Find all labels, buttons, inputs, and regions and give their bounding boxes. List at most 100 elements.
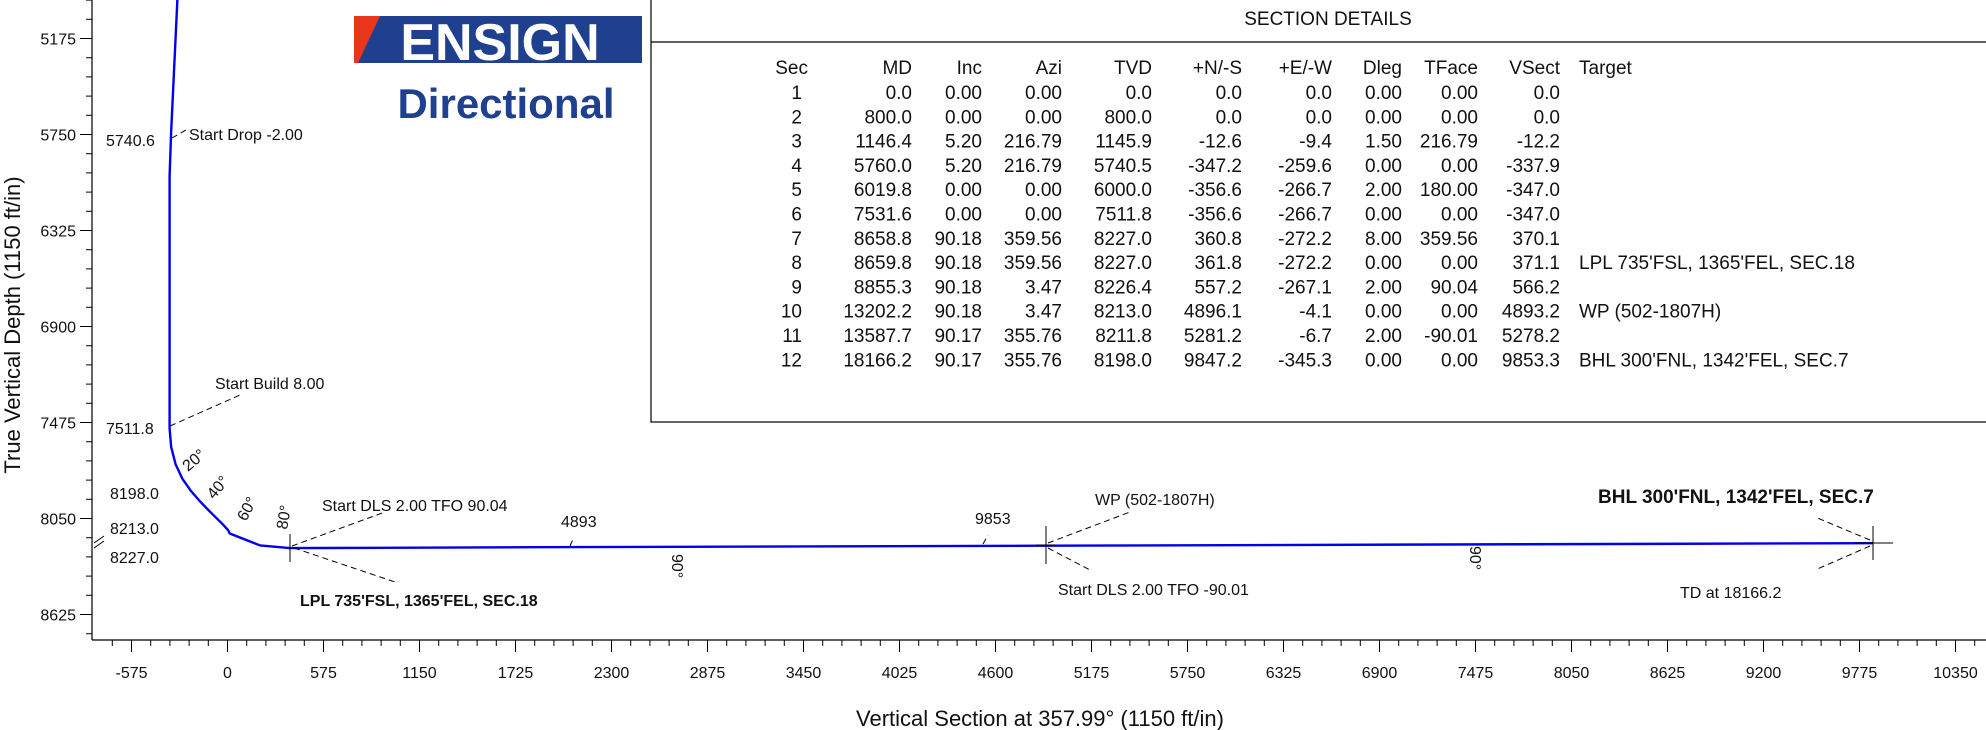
axes: -575 0 575 1150 1725 2300 2875 3450 4025 4600 5175… — [40, 0, 1986, 682]
section-details-table: SECTION DETAILS Sec MD Inc Azi TVD +N/-S +E/-W… — [650, 0, 1986, 423]
table-cell: -4.1 — [1299, 302, 1332, 323]
inclination-label: 60° — [235, 495, 261, 524]
annotation-start-build: Start Build 8.00 — [215, 376, 325, 393]
table-cell: 1145.9 — [1095, 132, 1152, 153]
table-cell: 0.0 — [1306, 107, 1332, 128]
depth-label: 8213.0 — [110, 521, 159, 538]
y-ticks: 5175 5750 6325 6900 7475 8050 8625 — [40, 0, 92, 635]
table-cell: 8855.3 — [854, 277, 912, 298]
table-cell: -272.2 — [1278, 229, 1332, 250]
y-tick-label: 5750 — [40, 128, 76, 145]
table-cell: 800.0 — [864, 107, 912, 128]
table-cell: 0.0 — [1216, 107, 1242, 128]
table-cell: -347.2 — [1188, 156, 1242, 177]
x-tick-label: 8625 — [1650, 665, 1686, 682]
annotation-bhl: BHL 300'FNL, 1342'FEL, SEC.7 — [1598, 487, 1874, 508]
table-cell: 9 — [791, 277, 802, 298]
table-cell: 2 — [791, 107, 802, 128]
table-row: 5 6019.8 0.00 0.00 6000.0 -356.6 -266.7 2.00 180… — [791, 180, 1560, 201]
table-cell: -356.6 — [1188, 205, 1242, 226]
table-cell: 8227.0 — [1094, 229, 1152, 250]
leader-start-dls-2 — [1047, 547, 1091, 571]
inclination-label: 20° — [180, 446, 209, 475]
depth-label: 8198.0 — [110, 486, 159, 503]
leader-wp — [1047, 511, 1131, 544]
table-cell: 6000.0 — [1094, 180, 1152, 201]
table-cell: 360.8 — [1194, 229, 1242, 250]
table-cell: 2.00 — [1365, 180, 1402, 201]
table-cell: 0.00 — [945, 205, 982, 226]
annotation-start-drop: Start Drop -2.00 — [189, 127, 303, 144]
x-tick-label: 5750 — [1170, 665, 1206, 682]
table-cell: -347.0 — [1506, 180, 1560, 201]
table-cell: 8 — [791, 253, 802, 274]
inclination-label: 90° — [1466, 546, 1483, 570]
table-cell: 2.00 — [1365, 326, 1402, 347]
ensign-logo: ENSIGN Directional — [354, 14, 642, 127]
table-cell: BHL 300'FNL, 1342'FEL, SEC.7 — [1579, 350, 1849, 371]
leader-start-build — [169, 394, 241, 427]
table-cell: 12 — [781, 350, 802, 371]
table-cell: 0.00 — [1441, 302, 1478, 323]
table-cell: 0.0 — [1534, 83, 1560, 104]
table-cell: -345.3 — [1278, 350, 1332, 371]
annotation-start-dls-1: Start DLS 2.00 TFO 90.04 — [322, 498, 508, 515]
x-tick-label: 6325 — [1266, 665, 1302, 682]
inclination-label: 90° — [668, 554, 685, 578]
vs-label: 9853 — [975, 511, 1011, 528]
table-cell: 7 — [791, 229, 802, 250]
table-cell: 0.00 — [1365, 107, 1402, 128]
table-cell: 0.00 — [945, 180, 982, 201]
y-tick-label: 6900 — [40, 320, 76, 337]
table-cell: -272.2 — [1278, 253, 1332, 274]
table-cell: 8227.0 — [1094, 253, 1152, 274]
logo-blue-block — [358, 16, 642, 63]
table-cell: 359.56 — [1004, 229, 1062, 250]
table-cell: 90.18 — [934, 229, 982, 250]
table-cell: 0.0 — [1306, 83, 1332, 104]
table-cell: 2.00 — [1365, 277, 1402, 298]
table-cell: 800.0 — [1104, 107, 1152, 128]
annotation-wp: WP (502-1807H) — [1095, 492, 1215, 509]
table-cell: 90.04 — [1430, 277, 1478, 298]
table-cell: 8213.0 — [1094, 302, 1152, 323]
table-cell: 5.20 — [945, 132, 982, 153]
table-cell: 13202.2 — [843, 302, 912, 323]
table-cell: 0.00 — [1441, 205, 1478, 226]
table-cell: 8226.4 — [1094, 277, 1153, 298]
table-cell: 90.18 — [934, 277, 982, 298]
y-tick-label: 6325 — [40, 224, 76, 241]
table-cell: 566.2 — [1512, 277, 1560, 298]
table-cell: 0.00 — [1441, 107, 1478, 128]
table-cell: 0.00 — [1365, 83, 1402, 104]
x-tick-label: 1150 — [402, 665, 437, 682]
table-cell: -9.4 — [1299, 132, 1332, 153]
y-tick-label: 7475 — [40, 416, 76, 433]
table-cell: 5760.0 — [854, 156, 912, 177]
table-cell: 0.00 — [1441, 83, 1478, 104]
table-cell: 0.0 — [1534, 107, 1560, 128]
table-cell: -259.6 — [1278, 156, 1332, 177]
table-cell: 355.76 — [1004, 326, 1062, 347]
table-cell: 8658.8 — [854, 229, 912, 250]
x-tick-label: 575 — [310, 665, 337, 682]
table-cell: 371.1 — [1512, 253, 1560, 274]
table-header: Sec MD Inc Azi TVD +N/-S +E/-W Dleg TFace VSect Ta… — [775, 58, 1632, 79]
table-cell: 0.00 — [1025, 107, 1062, 128]
table-cell: 0.00 — [1441, 350, 1478, 371]
table-cell: 0.00 — [945, 107, 982, 128]
table-row: 9 8855.3 90.18 3.47 8226.4 557.2 -267.1 2.00 90.… — [791, 277, 1560, 298]
table-cell: 180.00 — [1420, 180, 1478, 201]
table-cell: WP (502-1807H) — [1579, 302, 1721, 323]
table-cell: -12.6 — [1199, 132, 1242, 153]
table-header-cell: Inc — [957, 58, 982, 79]
table-cell: 1.50 — [1365, 132, 1402, 153]
table-header-cell: VSect — [1509, 58, 1560, 79]
annotation-td: TD at 18166.2 — [1680, 585, 1782, 602]
table-cell: 3.47 — [1025, 302, 1062, 323]
y-tick-label: 8625 — [40, 608, 76, 625]
x-tick-label: 6900 — [1362, 665, 1398, 682]
table-header-cell: TVD — [1114, 58, 1152, 79]
table-cell: 0.00 — [1365, 253, 1402, 274]
